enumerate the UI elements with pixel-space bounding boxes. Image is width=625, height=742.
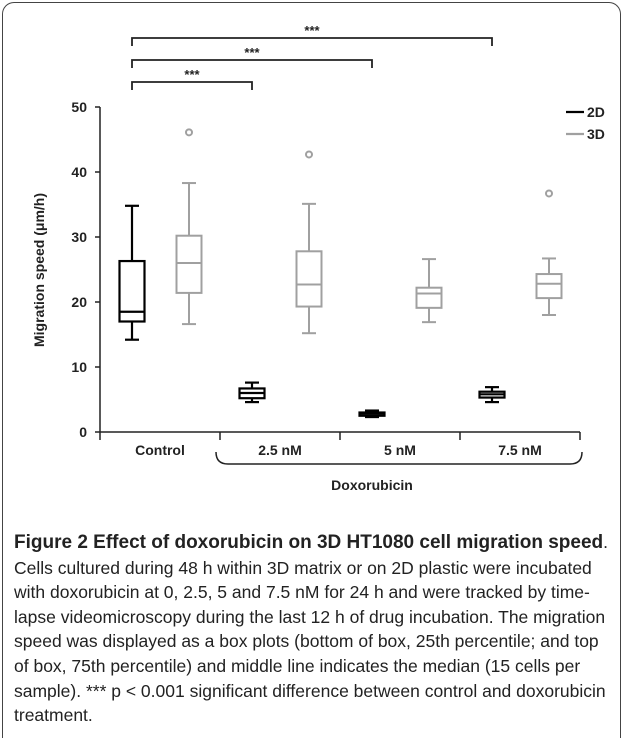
y-tick-label: 20 (71, 294, 87, 310)
significance-bracket (131, 81, 253, 90)
significance-brackets: *** *** *** (131, 23, 493, 90)
outlier-point (545, 189, 553, 198)
figure-caption: Figure 2 Effect of doxorubicin on 3D HT1… (14, 530, 618, 728)
significance-bracket (131, 37, 493, 46)
x-tick-label: 2.5 nM (258, 442, 302, 458)
box-series (118, 128, 563, 419)
y-tick-label: 0 (79, 424, 87, 440)
x-axis-label: Doxorubicin (331, 477, 413, 493)
box-iqr (535, 273, 563, 300)
outlier-point (185, 128, 193, 137)
significance-label: *** (184, 67, 200, 82)
legend-label: 2D (587, 104, 605, 120)
y-axis-label: Migration speed (μm/h) (31, 193, 47, 347)
y-tick-label: 50 (71, 99, 87, 115)
box-iqr (295, 250, 323, 308)
significance-bracket (131, 59, 373, 68)
legend-label: 3D (587, 126, 605, 142)
caption-text: . Cells cultured during 48 h within 3D m… (14, 532, 608, 726)
x-tick-label: 7.5 nM (498, 442, 542, 458)
significance-label: *** (244, 45, 260, 60)
x-tick-label: Control (135, 442, 185, 458)
box-iqr (415, 286, 443, 309)
y-tick-label: 10 (71, 359, 87, 375)
caption-title: Figure 2 Effect of doxorubicin on 3D HT1… (14, 532, 604, 553)
significance-label: *** (304, 23, 320, 38)
x-tick-label: 5 nM (384, 442, 416, 458)
box-iqr (175, 234, 203, 294)
treatment-bracket (215, 451, 583, 465)
y-tick-label: 40 (71, 164, 87, 180)
outlier-point (305, 150, 313, 159)
y-tick-label: 30 (71, 229, 87, 245)
chart-axes: 0 10 20 30 40 50 Control 2.5 nM 5 nM 7.5 nM (71, 99, 583, 465)
